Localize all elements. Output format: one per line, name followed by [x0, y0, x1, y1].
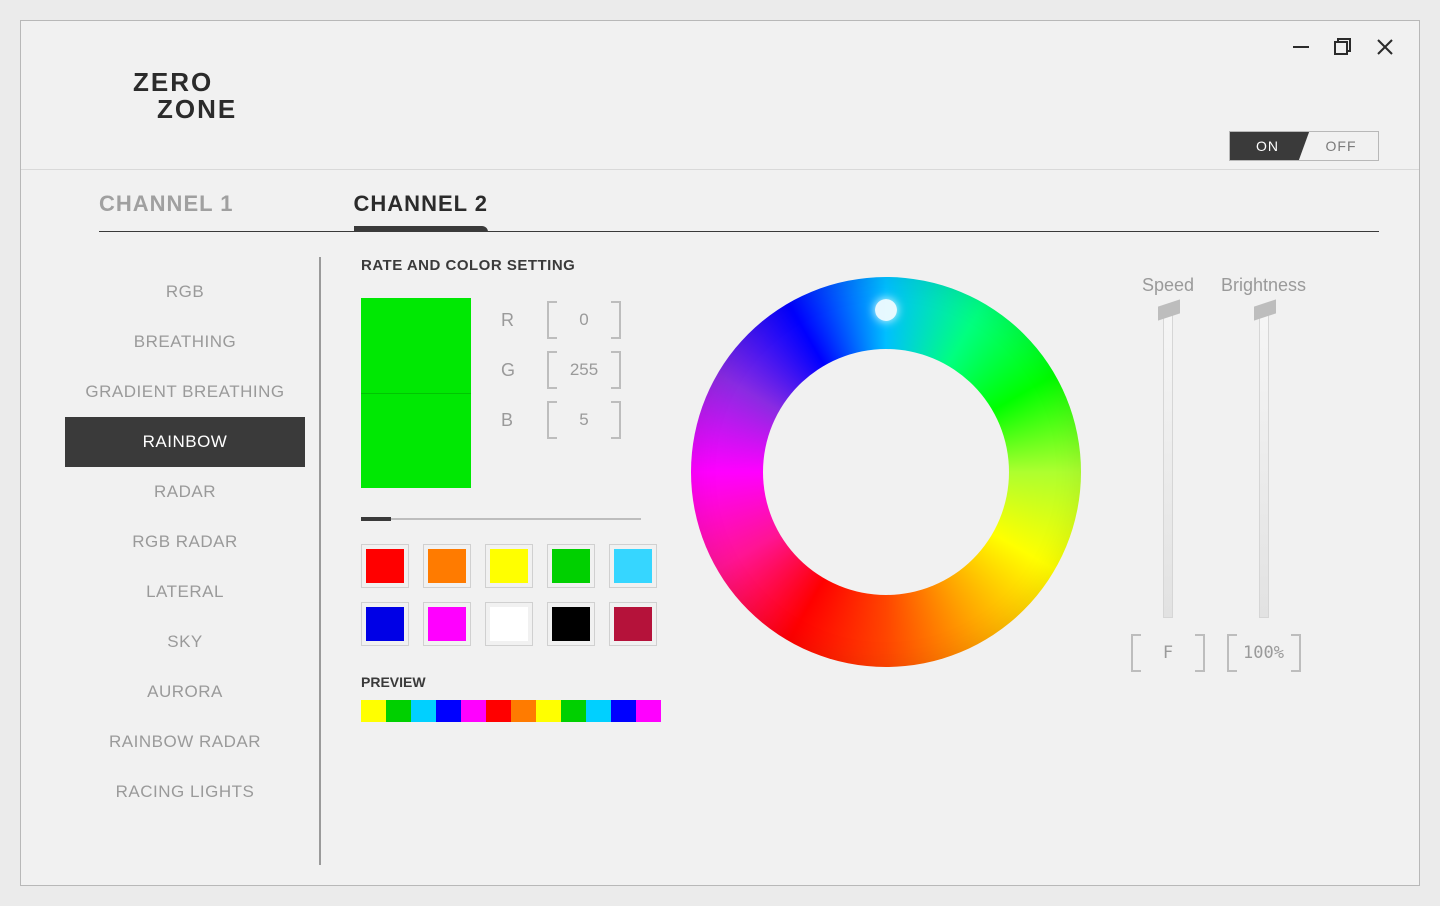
power-toggle[interactable]: ON OFF — [1229, 131, 1379, 161]
power-off-segment[interactable]: OFF — [1304, 132, 1378, 160]
logo-line-2: ZONE — [133, 96, 237, 123]
preview-title: PREVIEW — [361, 674, 1379, 690]
app-window: ZERO ZONE ON OFF CHANNEL 1 CHANNEL 2 RGB… — [20, 20, 1420, 886]
channel-tabs: CHANNEL 1 CHANNEL 2 — [99, 191, 1379, 232]
minimize-icon[interactable] — [1291, 37, 1311, 62]
preview-segment — [611, 700, 636, 722]
rgb-inputs: R 0 G 255 B 5 — [501, 303, 621, 437]
header-divider — [21, 169, 1419, 170]
g-input[interactable]: 255 — [547, 353, 621, 387]
preview-segment — [486, 700, 511, 722]
b-label: B — [501, 410, 521, 431]
preview-segment — [461, 700, 486, 722]
mode-item[interactable]: RAINBOW — [65, 417, 305, 467]
preview-segment — [361, 700, 386, 722]
preview-segment — [561, 700, 586, 722]
mode-item[interactable]: RAINBOW RADAR — [65, 717, 305, 767]
logo-line-1: ZERO — [133, 69, 237, 96]
mode-item[interactable]: BREATHING — [65, 317, 305, 367]
mode-sidebar: RGBBREATHINGGRADIENT BREATHINGRAINBOWRAD… — [51, 257, 321, 865]
brightness-slider[interactable] — [1259, 308, 1269, 618]
preview-segment — [386, 700, 411, 722]
preview-segment — [511, 700, 536, 722]
mode-item[interactable]: RACING LIGHTS — [65, 767, 305, 817]
tab-channel-2[interactable]: CHANNEL 2 — [354, 191, 489, 231]
r-label: R — [501, 310, 521, 331]
preview-strip — [361, 700, 661, 722]
preset-color[interactable] — [423, 602, 471, 646]
brightness-thumb[interactable] — [1254, 299, 1276, 320]
maximize-icon[interactable] — [1333, 37, 1353, 62]
swatch-top — [361, 298, 471, 394]
rate-color-title: RATE AND COLOR SETTING — [361, 257, 1379, 274]
r-input[interactable]: 0 — [547, 303, 621, 337]
current-color-swatch[interactable] — [361, 298, 471, 488]
preset-color[interactable] — [361, 544, 409, 588]
speed-value: F — [1131, 636, 1205, 670]
preview-segment — [411, 700, 436, 722]
preset-color[interactable] — [423, 544, 471, 588]
speed-title: Speed — [1142, 275, 1194, 296]
close-icon[interactable] — [1375, 37, 1395, 62]
mode-item[interactable]: RGB RADAR — [65, 517, 305, 567]
swatch-bottom — [361, 394, 471, 489]
rate-slider-fill — [361, 517, 391, 521]
mode-item[interactable]: GRADIENT BREATHING — [65, 367, 305, 417]
brightness-value: 100% — [1227, 636, 1301, 670]
brightness-title: Brightness — [1221, 275, 1306, 296]
speed-slider[interactable] — [1163, 308, 1173, 618]
preview-segment — [536, 700, 561, 722]
preset-color[interactable] — [485, 544, 533, 588]
mode-item[interactable]: RGB — [65, 267, 305, 317]
rate-slider[interactable] — [361, 518, 641, 520]
preset-color[interactable] — [547, 544, 595, 588]
color-wheel[interactable] — [691, 277, 1081, 667]
mode-item[interactable]: RADAR — [65, 467, 305, 517]
preset-color[interactable] — [485, 602, 533, 646]
tab-channel-1[interactable]: CHANNEL 1 — [99, 191, 234, 231]
b-input[interactable]: 5 — [547, 403, 621, 437]
preview-segment — [586, 700, 611, 722]
color-wheel-cursor[interactable] — [875, 299, 897, 321]
mode-item[interactable]: LATERAL — [65, 567, 305, 617]
brightness-slider-column: Brightness 100% — [1221, 275, 1306, 670]
preset-color[interactable] — [609, 544, 657, 588]
app-logo: ZERO ZONE — [133, 69, 237, 124]
preset-color[interactable] — [361, 602, 409, 646]
content-panel: RATE AND COLOR SETTING R 0 G 255 B — [321, 257, 1379, 865]
speed-slider-column: Speed F — [1131, 275, 1205, 670]
mode-item[interactable]: AURORA — [65, 667, 305, 717]
speed-thumb[interactable] — [1158, 299, 1180, 320]
preview-segment — [636, 700, 661, 722]
power-on-segment[interactable]: ON — [1229, 132, 1309, 160]
preview-segment — [436, 700, 461, 722]
mode-item[interactable]: SKY — [65, 617, 305, 667]
preset-color[interactable] — [609, 602, 657, 646]
g-label: G — [501, 360, 521, 381]
window-controls — [1291, 37, 1395, 62]
main-area: RGBBREATHINGGRADIENT BREATHINGRAINBOWRAD… — [51, 257, 1379, 865]
preset-color[interactable] — [547, 602, 595, 646]
